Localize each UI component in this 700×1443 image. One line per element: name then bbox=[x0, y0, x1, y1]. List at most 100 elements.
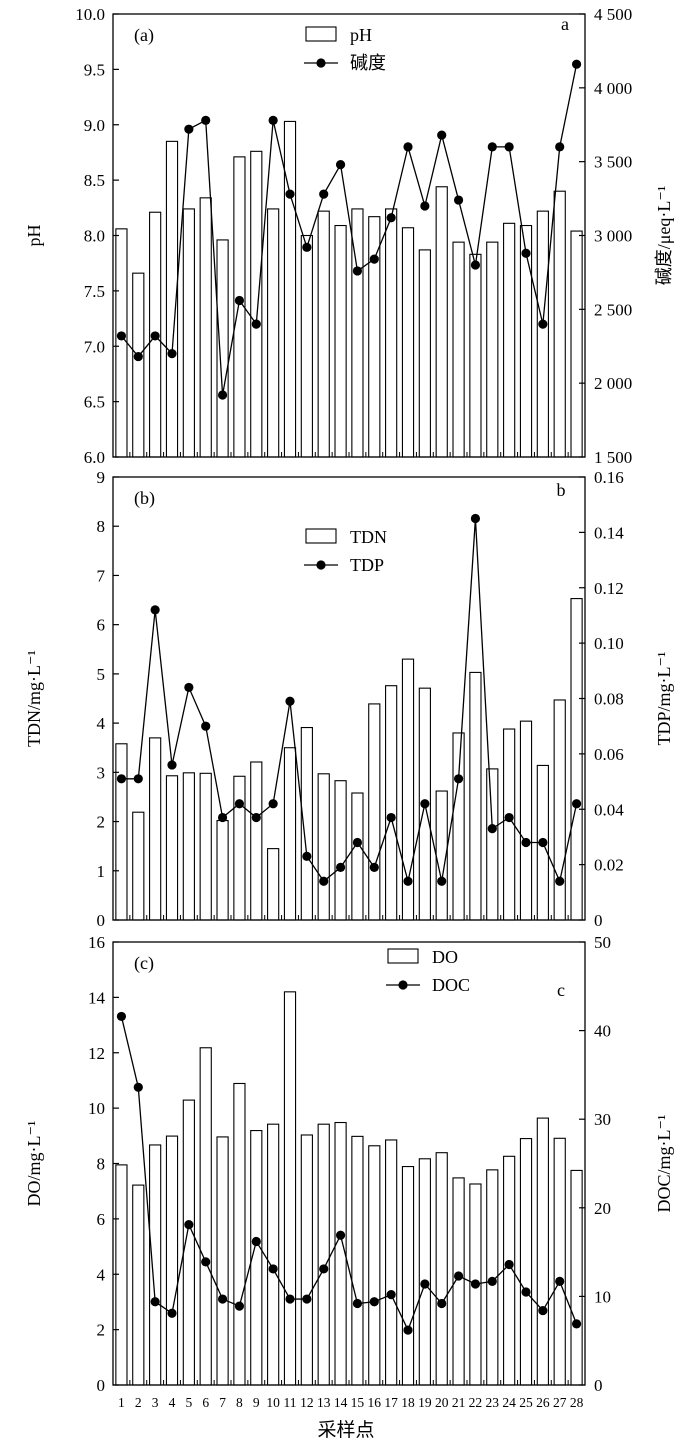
x-tick-label: 27 bbox=[553, 1395, 567, 1410]
x-tick-label: 3 bbox=[152, 1395, 159, 1410]
x-tick-label: 7 bbox=[219, 1395, 226, 1410]
line-point-6 bbox=[201, 721, 211, 731]
legend: DO DOC bbox=[386, 947, 470, 995]
right-tick-label: 0.12 bbox=[594, 579, 624, 598]
right-tick-label: 4 500 bbox=[594, 5, 632, 24]
bar-ph-23 bbox=[486, 241, 499, 458]
right-tick-label: 50 bbox=[594, 933, 611, 952]
legend-line-label: DOC bbox=[432, 975, 470, 995]
bar-tdn-14 bbox=[334, 780, 347, 921]
line-point-16 bbox=[369, 862, 379, 872]
bar-ph-20 bbox=[435, 186, 448, 458]
x-tick-label: 28 bbox=[570, 1395, 584, 1410]
bar-tdn-9 bbox=[250, 761, 263, 921]
line-point-12 bbox=[302, 242, 312, 252]
x-axis-label: 采样点 bbox=[317, 1419, 374, 1441]
line-point-9 bbox=[251, 1236, 261, 1247]
line-point-10 bbox=[268, 115, 278, 125]
x-tick-label: 5 bbox=[185, 1395, 192, 1410]
line-point-5 bbox=[184, 1220, 194, 1230]
bar-tdn-8 bbox=[233, 775, 246, 921]
legend-bar-label: pH bbox=[350, 25, 372, 45]
x-tick-label: 4 bbox=[169, 1395, 176, 1410]
line-point-17 bbox=[386, 213, 396, 223]
left-tick-label: 9 bbox=[97, 468, 106, 487]
line-point-1 bbox=[116, 774, 127, 784]
line-point-10 bbox=[268, 1264, 278, 1274]
left-axis-title: DO/mg·L⁻¹ bbox=[24, 1121, 44, 1207]
x-tick-label: 8 bbox=[236, 1395, 243, 1410]
line-point-17 bbox=[386, 812, 396, 823]
x-tick-label: 22 bbox=[469, 1395, 483, 1410]
line-point-20 bbox=[437, 130, 447, 140]
line-point-1 bbox=[116, 331, 127, 341]
line-point-5 bbox=[184, 682, 194, 693]
line-point-27 bbox=[555, 876, 565, 886]
right-tick-label: 3 000 bbox=[594, 227, 632, 246]
line-point-4 bbox=[167, 760, 177, 770]
left-tick-label: 5 bbox=[97, 665, 106, 684]
bar-do-8 bbox=[233, 1082, 246, 1386]
bar-ph-1 bbox=[115, 228, 128, 458]
bar-tdn-17 bbox=[385, 685, 398, 921]
line-point-25 bbox=[521, 1287, 531, 1297]
bar-do-3 bbox=[149, 1144, 162, 1386]
bar-do-10 bbox=[267, 1123, 280, 1386]
x-tick-label: 15 bbox=[351, 1395, 365, 1410]
left-tick-label: 9.5 bbox=[84, 60, 105, 79]
line-point-26 bbox=[538, 319, 548, 329]
line-point-26 bbox=[538, 1305, 548, 1316]
x-tick-label: 13 bbox=[317, 1395, 331, 1410]
bar-do-14 bbox=[334, 1121, 347, 1386]
panel-label: (a) bbox=[134, 25, 154, 46]
bar-tdn-13 bbox=[317, 773, 330, 921]
legend-bar-swatch bbox=[387, 948, 419, 964]
line-point-14 bbox=[335, 1230, 346, 1240]
x-tick-label: 12 bbox=[300, 1395, 314, 1410]
line-point-6 bbox=[201, 1257, 211, 1267]
bar-tdn-23 bbox=[486, 768, 499, 921]
legend-line-label: TDP bbox=[350, 555, 384, 575]
bar-tdn-3 bbox=[149, 737, 162, 921]
left-tick-label: 7.0 bbox=[84, 337, 105, 356]
left-axis-title: TDN/mg·L⁻¹ bbox=[24, 650, 44, 747]
bar-do-28 bbox=[570, 1169, 583, 1386]
line-point-22 bbox=[470, 260, 481, 270]
bar-ph-9 bbox=[250, 150, 263, 458]
left-axis-title: pH bbox=[24, 225, 44, 247]
chart-panel-2: 0 1 2 3 4 5 6 7 8 9 0 0.02 0.04 0.06 0.08 0.10 0.12 0.14 0… bbox=[24, 468, 674, 930]
line-point-14 bbox=[335, 160, 346, 170]
bar-ph-24 bbox=[503, 222, 516, 458]
bar-ph-12 bbox=[300, 234, 313, 458]
panel-label: (c) bbox=[134, 953, 154, 974]
x-tick-label: 10 bbox=[266, 1395, 280, 1410]
line-point-20 bbox=[437, 876, 447, 886]
line-point-22 bbox=[470, 513, 481, 524]
line-point-24 bbox=[504, 812, 514, 823]
x-tick-label: 19 bbox=[418, 1395, 432, 1410]
line-point-19 bbox=[420, 1279, 430, 1289]
x-tick-label: 18 bbox=[401, 1395, 415, 1410]
line-point-16 bbox=[369, 254, 379, 264]
bar-tdn-22 bbox=[469, 671, 482, 921]
right-tick-label: 0.14 bbox=[594, 523, 624, 542]
line-point-17 bbox=[386, 1290, 396, 1300]
legend: pH 碱度 bbox=[304, 25, 386, 73]
x-tick-label: 20 bbox=[435, 1395, 449, 1410]
bar-do-25 bbox=[519, 1138, 533, 1386]
bar-tdn-1 bbox=[115, 743, 128, 921]
bar-tdn-28 bbox=[570, 598, 583, 921]
line-point-24 bbox=[504, 1259, 514, 1270]
line-point-3 bbox=[150, 605, 160, 615]
right-tick-label: 0.16 bbox=[594, 468, 624, 487]
line-point-21 bbox=[453, 1271, 464, 1281]
legend: TDN TDP bbox=[304, 527, 387, 575]
bar-ph-25 bbox=[519, 224, 533, 458]
legend-bar-swatch bbox=[305, 26, 337, 42]
legend-bar-label: TDN bbox=[350, 527, 387, 547]
line-point-12 bbox=[302, 851, 312, 861]
x-tick-label: 21 bbox=[452, 1395, 466, 1410]
bar-tdn-24 bbox=[503, 728, 516, 921]
line-point-7 bbox=[217, 390, 228, 400]
line-point-26 bbox=[538, 837, 548, 848]
